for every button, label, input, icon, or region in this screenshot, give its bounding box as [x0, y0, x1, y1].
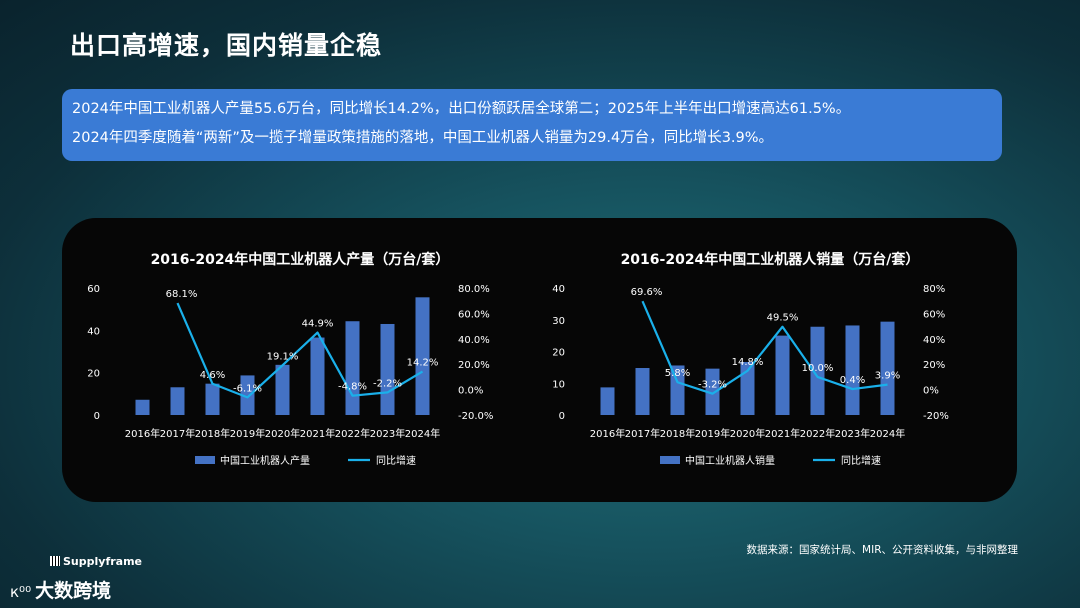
- x-tick-label: 2023年: [835, 427, 870, 440]
- x-tick-label: 2017年: [160, 427, 195, 440]
- bar: [135, 399, 150, 415]
- bar: [415, 297, 430, 415]
- x-tick-label: 2016年: [590, 427, 625, 440]
- bar: [600, 387, 615, 415]
- summary-line-1: 2024年中国工业机器人产量55.6万台，同比增长14.2%，出口份额跃居全球第…: [72, 101, 851, 117]
- x-tick-label: 2017年: [625, 427, 660, 440]
- production-chart: 0 20 40 60 -20.0% 0.0% 20.0% 40.0% 60.0% 80.0% 201…: [87, 284, 493, 467]
- data-label: -2.2%: [373, 378, 402, 389]
- y-right-tick-label: 20%: [923, 360, 945, 371]
- y-tick-label: 60: [87, 284, 100, 295]
- legend-bar-swatch: [195, 456, 215, 464]
- x-tick-label: 2021年: [300, 427, 335, 440]
- bar: [205, 383, 220, 415]
- bar: [845, 325, 860, 415]
- x-tick-label: 2024年: [405, 427, 440, 440]
- data-label: 68.1%: [166, 289, 198, 300]
- data-label: 14.8%: [732, 357, 764, 368]
- y-tick-label: 10: [552, 379, 565, 390]
- x-tick-label: 2024年: [870, 427, 905, 440]
- legend-bar-label: 中国工业机器人销量: [685, 454, 775, 467]
- bar: [310, 337, 325, 415]
- data-label: 49.5%: [767, 313, 799, 324]
- data-label: 10.0%: [802, 363, 834, 374]
- x-tick-label: 2022年: [335, 427, 370, 440]
- bar: [775, 335, 790, 415]
- data-label: -4.8%: [338, 382, 367, 393]
- legend-line-label: 同比增速: [376, 454, 416, 467]
- x-tick-label: 2018年: [660, 427, 695, 440]
- y-right-tick-label: 40%: [923, 335, 945, 346]
- y-tick-label: 30: [552, 316, 565, 327]
- supplyframe-logo: Supplyframe: [50, 555, 142, 568]
- data-source-note: 数据来源：国家统计局、MIR、公开资料收集，与非网整理: [746, 544, 1018, 556]
- y-tick-label: 40: [552, 284, 565, 295]
- growth-line: [176, 302, 424, 399]
- x-tick-label: 2020年: [265, 427, 300, 440]
- x-tick-label: 2018年: [195, 427, 230, 440]
- bar: [740, 361, 755, 415]
- y-right-tick-label: 40.0%: [458, 335, 490, 346]
- data-label: 3.9%: [875, 371, 900, 382]
- y-right-tick-label: -20.0%: [458, 411, 493, 422]
- y-right-tick-label: 80.0%: [458, 284, 490, 295]
- chart-title-production: 2016-2024年中国工业机器人产量（万台/套）: [150, 252, 450, 268]
- y-right-tick-label: -20%: [923, 411, 949, 422]
- summary-line-2: 2024年四季度随着“两新”及一揽子增量政策措施的落地，中国工业机器人销量为29…: [72, 130, 774, 146]
- x-tick-label: 2019年: [695, 427, 730, 440]
- x-tick-label: 2021年: [765, 427, 800, 440]
- bar: [380, 323, 395, 415]
- y-right-tick-label: 0%: [923, 386, 939, 397]
- y-right-tick-label: 80%: [923, 284, 945, 295]
- dashujing-logo: к⁰⁰ 大数跨境: [10, 580, 112, 602]
- bar: [705, 368, 720, 415]
- bar: [345, 321, 360, 415]
- dashujing-mark-icon: к⁰⁰: [10, 583, 32, 601]
- x-tick-label: 2022年: [800, 427, 835, 440]
- y-right-tick-label: 0.0%: [458, 386, 483, 397]
- legend-bar-label: 中国工业机器人产量: [220, 454, 310, 467]
- supplyframe-grid-icon: [50, 556, 60, 566]
- y-right-tick-label: 20.0%: [458, 360, 490, 371]
- data-label: -3.2%: [698, 380, 727, 391]
- bar: [810, 326, 825, 415]
- data-label: 19.1%: [267, 351, 299, 362]
- bar: [170, 387, 185, 415]
- summary-box: 2024年中国工业机器人产量55.6万台，同比增长14.2%，出口份额跃居全球第…: [62, 89, 1002, 161]
- chart-title-sales: 2016-2024年中国工业机器人销量（万台/套）: [620, 252, 920, 268]
- data-label: 44.9%: [302, 319, 334, 330]
- y-tick-label: 40: [87, 326, 100, 337]
- bar: [275, 364, 290, 415]
- y-right-tick-label: 60%: [923, 309, 945, 320]
- x-tick-label: 2020年: [730, 427, 765, 440]
- y-right-tick-label: 60.0%: [458, 309, 490, 320]
- legend-line-label: 同比增速: [841, 454, 881, 467]
- growth-line: [641, 300, 888, 395]
- data-label: -6.1%: [233, 383, 262, 394]
- y-tick-label: 0: [94, 411, 100, 422]
- x-tick-label: 2019年: [230, 427, 265, 440]
- y-tick-label: 0: [559, 411, 565, 422]
- y-tick-label: 20: [87, 369, 100, 380]
- data-label: 0.4%: [840, 375, 865, 386]
- data-label: 69.6%: [631, 287, 663, 298]
- data-label: 4.6%: [200, 370, 225, 381]
- bar: [880, 321, 895, 415]
- page-title: 出口高增速，国内销量企稳: [70, 31, 383, 60]
- legend-bar-swatch: [660, 456, 680, 464]
- bar: [670, 365, 685, 415]
- y-tick-label: 20: [552, 348, 565, 359]
- x-tick-label: 2016年: [125, 427, 160, 440]
- bar: [635, 368, 650, 415]
- data-label: 5.8%: [665, 368, 690, 379]
- data-label: 14.2%: [407, 358, 439, 369]
- x-tick-label: 2023年: [370, 427, 405, 440]
- bar: [240, 375, 255, 415]
